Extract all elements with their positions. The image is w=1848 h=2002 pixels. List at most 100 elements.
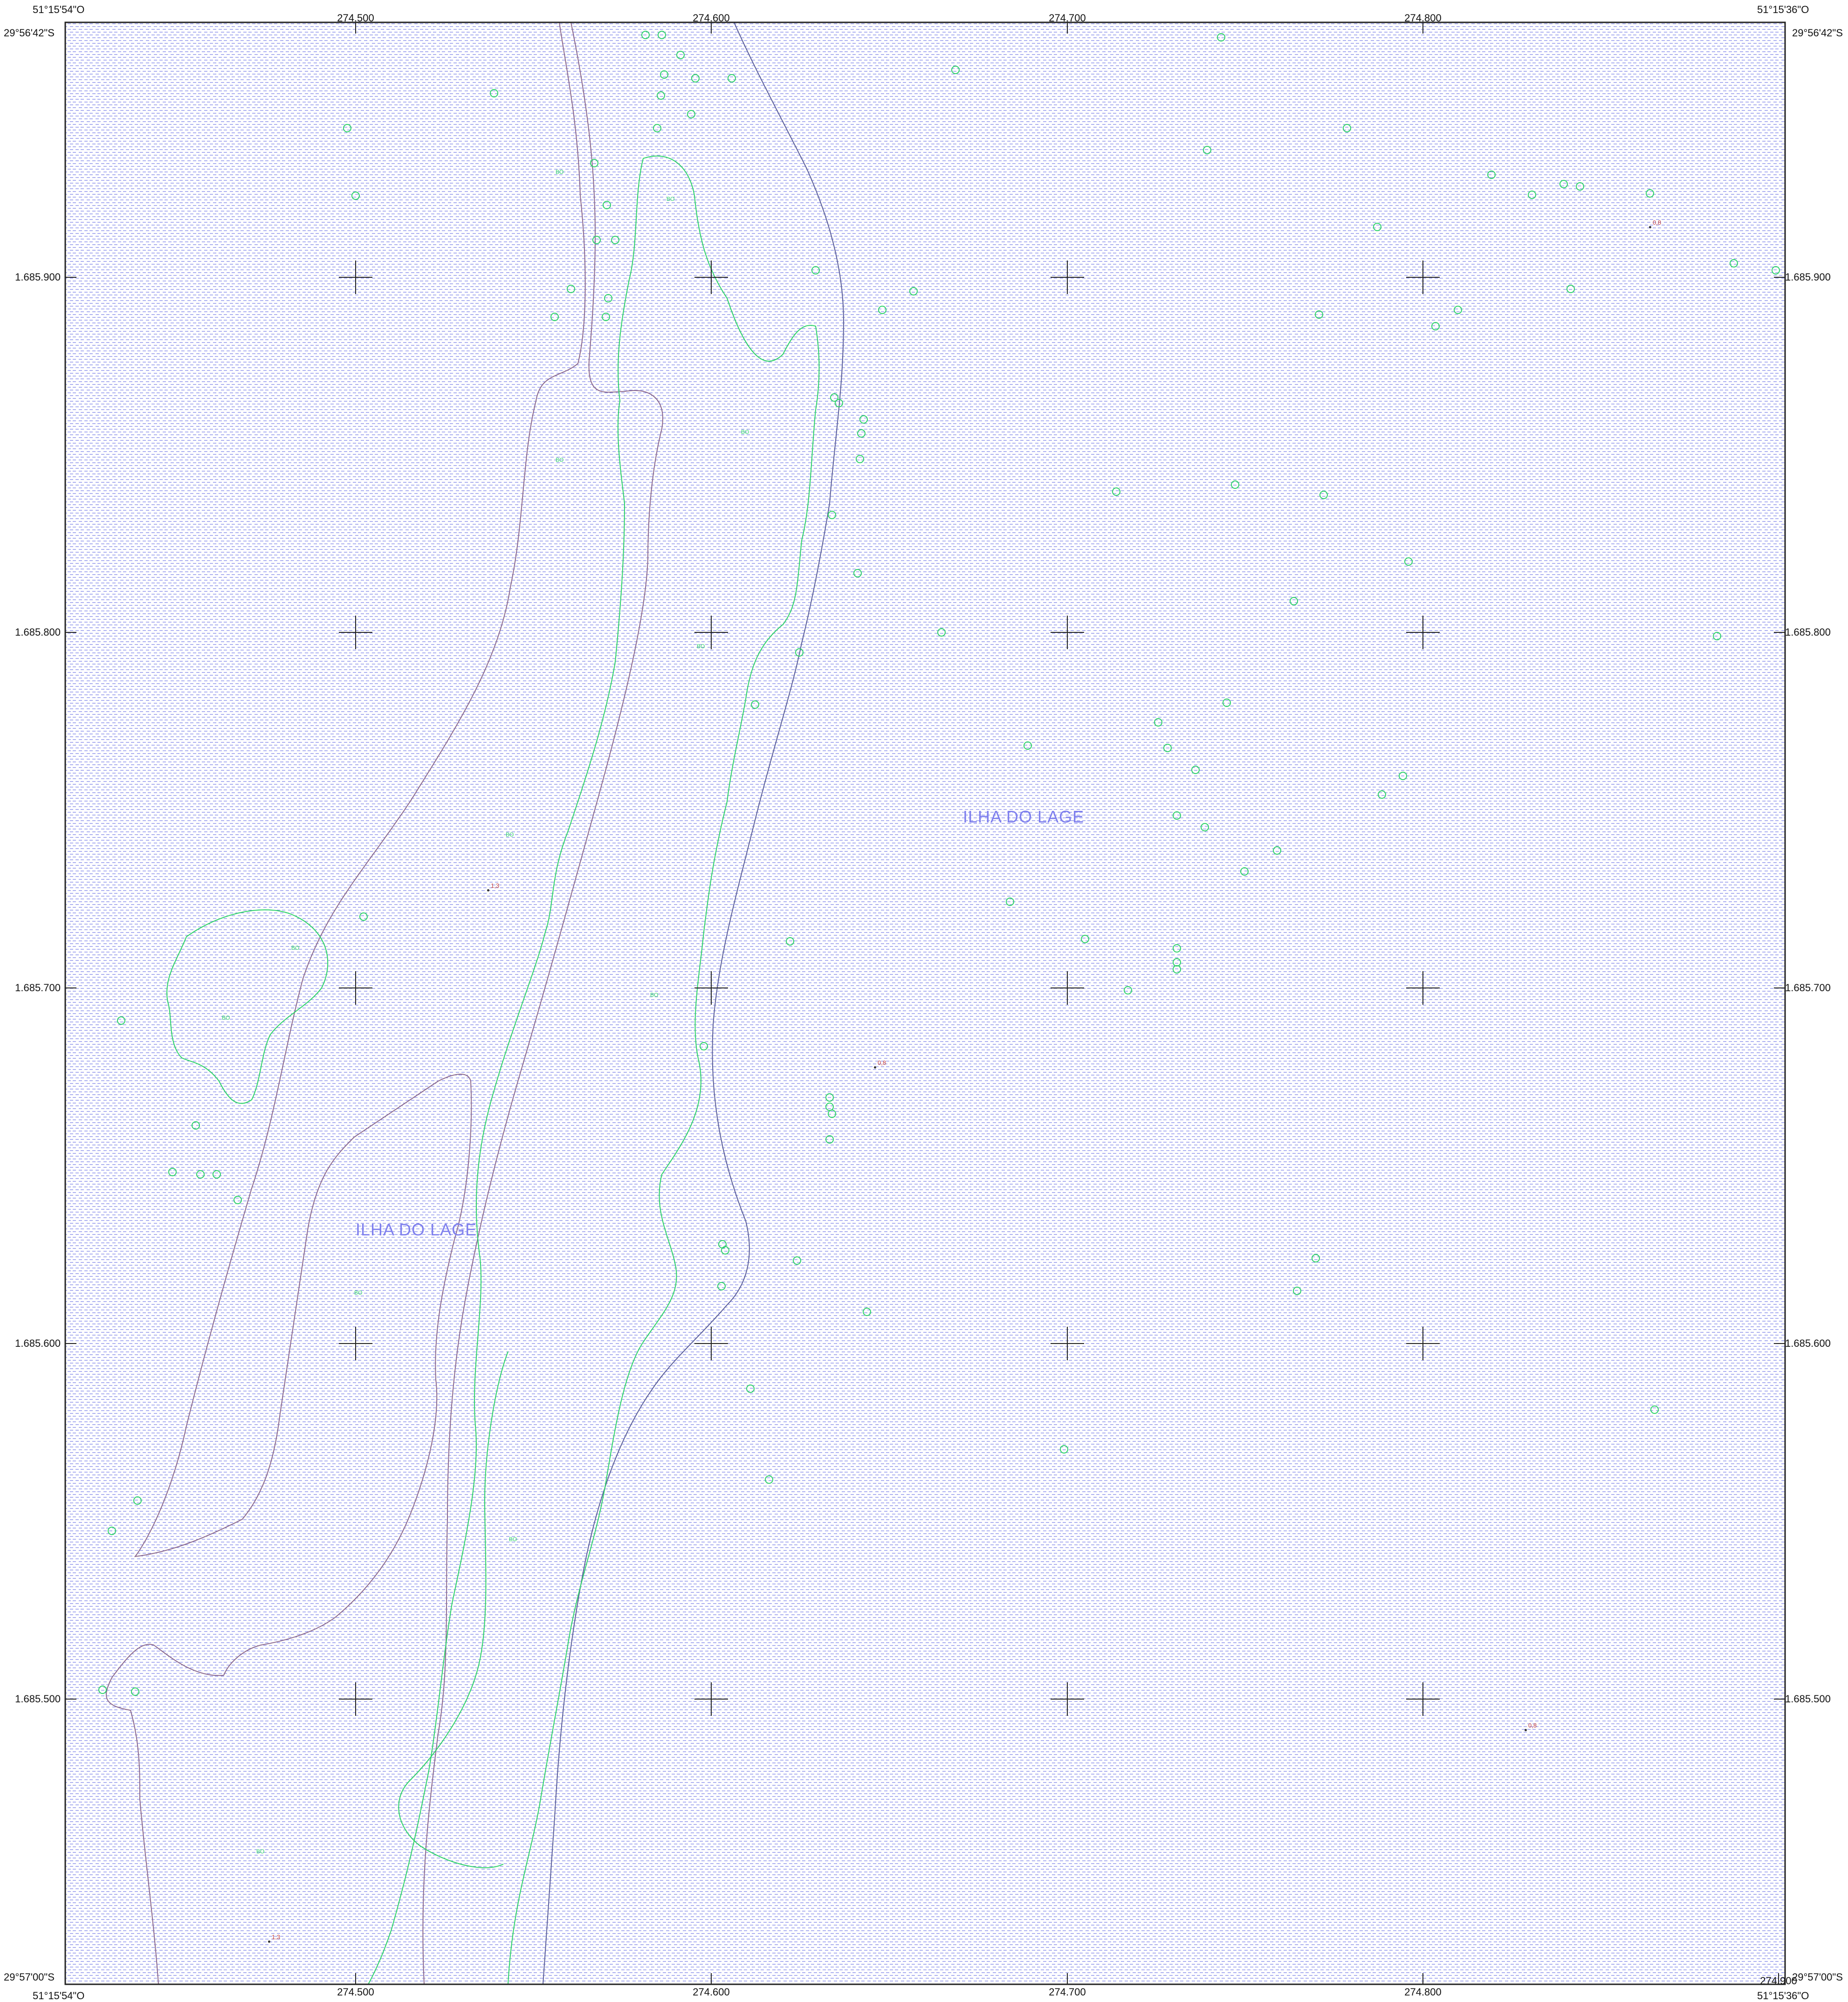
northing-label-left: 1.685.500 <box>15 1693 61 1705</box>
place-name-ilha-do-lage: ILHA DO LAGE <box>356 1220 477 1239</box>
vegetation-code-label: BO <box>741 429 749 435</box>
vegetation-symbol <box>811 266 820 274</box>
spot-height-label: 0,8 <box>878 1059 886 1066</box>
vegetation-symbol <box>550 313 559 321</box>
vegetation-code-label: BO <box>291 945 300 951</box>
vegetation-symbol <box>1081 935 1089 943</box>
vegetation-code-label: BO <box>650 992 659 998</box>
spot-height-marker <box>1525 1729 1527 1731</box>
corner-bottom-right-lat: 29°57'00"S <box>1792 1971 1843 1983</box>
vegetation-symbol <box>1060 1445 1068 1454</box>
northing-label-left: 1.685.900 <box>15 271 61 283</box>
vegetation-symbol <box>611 236 619 244</box>
vegetation-symbol <box>192 1121 200 1130</box>
grid-crosses <box>339 261 1440 1716</box>
vegetation-line-main <box>508 155 820 1985</box>
vegetation-symbol <box>359 912 368 921</box>
vegetation-symbols <box>98 31 1780 1696</box>
easting-label-top: 274.800 <box>1404 12 1442 24</box>
corner-top-right-lon: 51°15'36"O <box>1757 4 1809 15</box>
vegetation-symbol <box>1191 766 1200 774</box>
vegetation-symbol <box>1373 223 1381 231</box>
easting-label-bottom: 274.700 <box>1049 1986 1086 1998</box>
vegetation-code-label: BO <box>556 457 564 463</box>
vegetation-symbol <box>1312 1254 1320 1262</box>
easting-label-bottom: 274.500 <box>337 1986 374 1998</box>
vegetation-symbol <box>1173 965 1181 974</box>
map-frame <box>64 21 1786 1985</box>
vegetation-code-label: BO <box>697 643 705 650</box>
vegetation-symbol <box>863 1308 871 1316</box>
vegetation-symbol <box>351 192 360 200</box>
vegetation-symbol <box>825 1093 834 1102</box>
vegetation-symbol <box>1713 632 1721 640</box>
vegetation-line-west <box>398 1351 508 1868</box>
vegetation-lines <box>166 155 820 1985</box>
vegetation-symbol <box>592 236 601 244</box>
vegetation-symbol <box>1559 180 1568 188</box>
vegetation-symbol <box>1319 491 1328 499</box>
vegetation-symbol <box>700 1042 708 1050</box>
vegetation-symbol <box>676 51 685 59</box>
northing-label-right: 1.685.500 <box>1785 1693 1831 1705</box>
vegetation-symbol <box>687 110 695 118</box>
northing-label-left: 1.685.600 <box>15 1337 61 1349</box>
vegetation-symbol <box>859 415 868 424</box>
vegetation-symbol <box>133 1496 142 1505</box>
contour-main-bank <box>422 22 663 1985</box>
vegetation-symbol <box>657 91 665 100</box>
vegetation-code-label: BO <box>256 1848 265 1855</box>
vegetation-code-label: BO <box>556 169 564 175</box>
vegetation-symbol <box>1006 898 1014 906</box>
vegetation-symbol <box>131 1687 139 1696</box>
spot-height-label: 0,8 <box>1653 219 1662 226</box>
vegetation-symbol <box>691 74 700 82</box>
vegetation-symbol <box>717 1282 726 1290</box>
vegetation-symbol <box>1290 597 1298 605</box>
vegetation-symbol <box>658 31 666 39</box>
vegetation-symbol <box>641 31 650 39</box>
vegetation-symbol <box>1487 171 1496 179</box>
spot-height-marker <box>487 889 489 891</box>
vegetation-symbol <box>1173 944 1181 953</box>
corner-top-left-lat: 29°56'42"S <box>4 27 55 39</box>
vegetation-symbol <box>1650 1406 1659 1414</box>
vegetation-symbol <box>1231 480 1239 489</box>
vegetation-code-label: BO <box>666 196 675 202</box>
spot-height-label: 1,3 <box>272 1933 281 1940</box>
vegetation-symbol <box>856 455 864 463</box>
spot-height-marker <box>874 1066 876 1069</box>
vegetation-symbol <box>751 700 759 709</box>
vegetation-symbol <box>728 74 736 82</box>
vegetation-symbol <box>765 1475 773 1484</box>
vegetation-symbol <box>1528 191 1536 199</box>
vegetation-symbol <box>1431 322 1440 330</box>
vegetation-symbol <box>878 306 886 314</box>
contour-west-pocket <box>106 1644 224 1985</box>
vegetation-symbol <box>603 201 611 209</box>
easting-label-top: 274.600 <box>693 12 730 24</box>
vegetation-symbol <box>1646 189 1654 198</box>
northing-label-right: 1.685.600 <box>1785 1337 1831 1349</box>
vegetation-symbol <box>1293 1287 1301 1295</box>
spot-height-marker <box>1649 226 1651 228</box>
vegetation-symbol <box>117 1016 125 1025</box>
corner-top-right-lat: 29°56'42"S <box>1792 27 1843 39</box>
vegetation-line-inner <box>368 158 644 1985</box>
spot-height-marker <box>268 1940 270 1943</box>
vegetation-symbol <box>653 124 661 132</box>
vegetation-symbol <box>1163 744 1172 752</box>
vegetation-symbol <box>1404 557 1413 566</box>
vegetation-symbol <box>1399 772 1407 780</box>
vegetation-symbol <box>853 569 862 577</box>
northing-label-right: 1.685.900 <box>1785 271 1831 283</box>
northing-label-left: 1.685.800 <box>15 626 61 638</box>
northing-label-left: 1.685.700 <box>15 982 61 994</box>
easting-label-bottom: 274.900 <box>1760 1975 1797 1987</box>
vegetation-code-label: BO <box>354 1289 363 1296</box>
spot-height-label: 0,8 <box>1528 1722 1537 1729</box>
vegetation-patch <box>166 909 329 1104</box>
vegetation-symbol <box>602 313 610 321</box>
vegetation-symbol <box>1223 699 1231 707</box>
vegetation-symbol <box>909 287 918 295</box>
